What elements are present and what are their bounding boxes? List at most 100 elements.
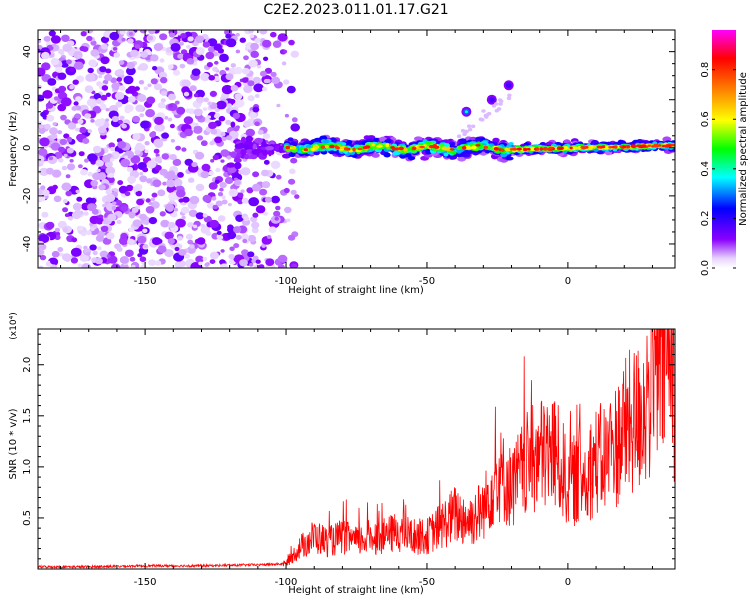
signal-blob bbox=[569, 146, 573, 150]
noise-speckle bbox=[44, 123, 51, 130]
snr-x-label: Height of straight line (km) bbox=[288, 585, 424, 596]
noise-speckle bbox=[118, 85, 126, 91]
noise-speckle bbox=[240, 149, 247, 156]
noise-speckle bbox=[186, 58, 195, 65]
noise-speckle bbox=[262, 150, 268, 156]
noise-speckle bbox=[161, 132, 169, 139]
noise-speckle bbox=[74, 113, 81, 119]
noise-speckle bbox=[50, 57, 60, 66]
noise-speckle bbox=[112, 201, 117, 206]
noise-speckle bbox=[195, 212, 205, 220]
noise-speckle bbox=[241, 197, 249, 204]
noise-speckle bbox=[261, 181, 271, 189]
noise-speckle bbox=[80, 231, 87, 237]
branch-blob bbox=[506, 96, 512, 101]
noise-speckle bbox=[169, 123, 175, 129]
noise-speckle bbox=[50, 258, 57, 265]
noise-speckle bbox=[287, 234, 296, 241]
noise-speckle bbox=[214, 112, 220, 118]
noise-speckle bbox=[172, 158, 182, 166]
noise-speckle bbox=[67, 138, 72, 143]
noise-speckle bbox=[108, 142, 115, 148]
noise-speckle bbox=[119, 115, 125, 121]
noise-speckle bbox=[187, 239, 194, 245]
noise-speckle bbox=[294, 194, 300, 199]
noise-speckle bbox=[59, 138, 68, 146]
noise-speckle bbox=[225, 119, 232, 125]
signal-blob bbox=[352, 147, 356, 152]
noise-speckle bbox=[54, 227, 61, 233]
noise-speckle bbox=[130, 155, 141, 164]
noise-speckle bbox=[88, 59, 98, 67]
noise-speckle bbox=[132, 186, 140, 192]
signal-blob bbox=[500, 152, 508, 158]
noise-speckle bbox=[157, 245, 167, 253]
signal-blob bbox=[288, 152, 296, 157]
noise-speckle bbox=[290, 123, 301, 132]
noise-speckle bbox=[148, 201, 153, 206]
noise-speckle bbox=[195, 183, 205, 192]
noise-speckle bbox=[116, 219, 122, 225]
noise-speckle bbox=[62, 227, 69, 233]
noise-speckle bbox=[58, 158, 64, 163]
noise-speckle bbox=[62, 207, 69, 213]
noise-speckle bbox=[90, 227, 95, 232]
noise-speckle bbox=[114, 91, 125, 100]
noise-speckle bbox=[127, 96, 136, 103]
noise-speckle bbox=[240, 136, 246, 144]
noise-speckle bbox=[76, 196, 83, 202]
noise-speckle bbox=[51, 250, 60, 258]
noise-speckle bbox=[102, 154, 112, 163]
noise-speckle bbox=[243, 55, 249, 61]
noise-speckle bbox=[129, 256, 136, 262]
noise-speckle bbox=[200, 73, 210, 82]
branch-blob bbox=[488, 96, 495, 103]
noise-speckle bbox=[235, 234, 242, 240]
noise-speckle bbox=[227, 231, 237, 240]
noise-speckle bbox=[230, 63, 236, 68]
noise-speckle bbox=[105, 189, 113, 195]
noise-speckle bbox=[215, 167, 221, 173]
noise-speckle bbox=[61, 253, 72, 262]
noise-speckle bbox=[140, 120, 150, 129]
noise-speckle bbox=[63, 199, 68, 204]
noise-speckle bbox=[252, 106, 260, 113]
noise-speckle bbox=[226, 162, 236, 168]
noise-speckle bbox=[117, 141, 127, 149]
noise-speckle bbox=[225, 33, 232, 39]
noise-speckle bbox=[90, 49, 100, 57]
noise-speckle bbox=[284, 113, 289, 118]
noise-speckle bbox=[167, 117, 173, 122]
noise-speckle bbox=[200, 225, 210, 234]
noise-speckle bbox=[144, 149, 149, 154]
noise-speckle bbox=[111, 263, 121, 268]
noise-speckle bbox=[105, 193, 116, 203]
noise-speckle bbox=[132, 133, 141, 141]
noise-speckle bbox=[254, 93, 260, 98]
noise-speckle bbox=[142, 167, 149, 173]
noise-speckle bbox=[57, 72, 67, 80]
noise-speckle bbox=[71, 106, 78, 111]
noise-speckle bbox=[52, 184, 58, 190]
signal-blob bbox=[371, 152, 380, 158]
noise-speckle bbox=[41, 51, 50, 60]
signal-blob bbox=[641, 144, 647, 148]
noise-speckle bbox=[264, 196, 272, 203]
snr-y-label: SNR (10 * v/v) bbox=[8, 408, 19, 479]
noise-speckle bbox=[224, 176, 234, 185]
signal-blob bbox=[403, 148, 408, 152]
noise-speckle bbox=[186, 44, 191, 49]
noise-speckle bbox=[252, 212, 259, 218]
noise-speckle bbox=[39, 137, 50, 147]
branch-blob bbox=[467, 124, 472, 128]
noise-speckle bbox=[198, 261, 203, 266]
noise-speckle bbox=[95, 99, 102, 104]
noise-speckle bbox=[79, 45, 86, 52]
noise-speckle bbox=[117, 180, 124, 186]
noise-speckle bbox=[78, 164, 83, 169]
noise-speckle bbox=[62, 43, 72, 52]
noise-speckle bbox=[41, 211, 49, 218]
noise-speckle bbox=[221, 195, 226, 200]
noise-speckle bbox=[226, 135, 233, 141]
noise-speckle bbox=[69, 67, 75, 73]
